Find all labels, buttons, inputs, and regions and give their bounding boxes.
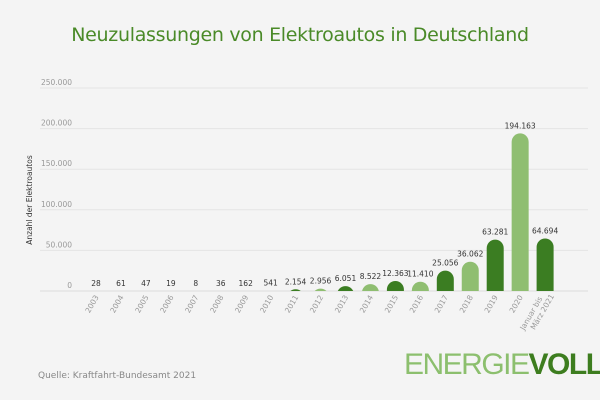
data-label: 25.056 xyxy=(432,259,458,268)
y-tick-label: 50.000 xyxy=(46,240,72,249)
x-tick-label: 2020 xyxy=(508,293,525,314)
x-tick-label: 2007 xyxy=(183,293,200,314)
x-tick-label: 2013 xyxy=(333,293,350,314)
x-tick-label: 2009 xyxy=(233,293,250,314)
y-tick-label: 250.000 xyxy=(41,78,72,87)
energievoll-logo: ENERGIEVOLL xyxy=(404,348,600,382)
bar xyxy=(511,133,529,291)
data-label: 162 xyxy=(239,279,254,288)
bar xyxy=(362,284,379,291)
data-label: 8 xyxy=(193,279,198,288)
logo-part2: VOLL xyxy=(528,348,600,381)
data-label: 63.281 xyxy=(482,228,508,237)
x-tick-label: Januar bisMärz 2021 xyxy=(518,288,557,337)
data-label: 541 xyxy=(263,279,278,288)
data-label: 11.410 xyxy=(407,270,433,279)
bar xyxy=(486,239,504,291)
data-label: 61 xyxy=(116,279,126,288)
bar xyxy=(337,286,354,291)
data-label: 47 xyxy=(141,279,151,288)
data-label: 194.163 xyxy=(505,121,536,130)
y-tick-label: 150.000 xyxy=(41,159,72,168)
x-tick-label: 2004 xyxy=(108,293,125,314)
x-tick-label: 2010 xyxy=(258,293,275,314)
x-tick-label: 2006 xyxy=(158,293,175,314)
y-tick-label: 100.000 xyxy=(41,200,72,209)
source-note: Quelle: Kraftfahrt-Bundesamt 2021 xyxy=(38,371,197,381)
bar xyxy=(536,238,554,291)
bar xyxy=(314,288,327,291)
x-tick-label: 2005 xyxy=(133,293,150,314)
x-tick-label: 2019 xyxy=(483,293,500,314)
data-label: 28 xyxy=(91,279,101,288)
y-tick-label: 0 xyxy=(67,281,72,290)
data-label: 12.363 xyxy=(382,269,408,278)
data-label: 19 xyxy=(166,279,176,288)
x-tick-label: 2012 xyxy=(308,293,325,314)
x-tick-label: 2003 xyxy=(83,293,100,314)
x-tick-label: 2008 xyxy=(208,293,225,314)
x-tick-label: 2014 xyxy=(358,293,375,314)
data-label: 6.051 xyxy=(335,274,357,283)
x-tick-label: 2017 xyxy=(433,293,450,314)
x-tick-label: 2016 xyxy=(408,293,425,314)
bar xyxy=(461,261,479,291)
y-axis-label: Anzahl der Elektroautos xyxy=(25,155,34,245)
data-label: 2.956 xyxy=(310,277,332,286)
chart-title: Neuzulassungen von Elektroautos in Deuts… xyxy=(71,24,529,46)
data-label: 2.154 xyxy=(285,277,307,286)
bar xyxy=(436,270,454,291)
data-label: 8.522 xyxy=(360,272,382,281)
bar xyxy=(386,280,404,291)
bar xyxy=(411,281,429,291)
data-label: 36 xyxy=(216,279,226,288)
data-label: 64.694 xyxy=(532,226,558,235)
x-tick-label: 2018 xyxy=(458,293,475,314)
data-label: 36.062 xyxy=(457,250,483,259)
bar xyxy=(290,289,301,291)
y-tick-label: 200.000 xyxy=(41,119,72,128)
x-tick-label: 2015 xyxy=(383,293,400,314)
x-tick-label: 2011 xyxy=(283,293,300,314)
logo-part1: ENERGIE xyxy=(404,348,530,381)
